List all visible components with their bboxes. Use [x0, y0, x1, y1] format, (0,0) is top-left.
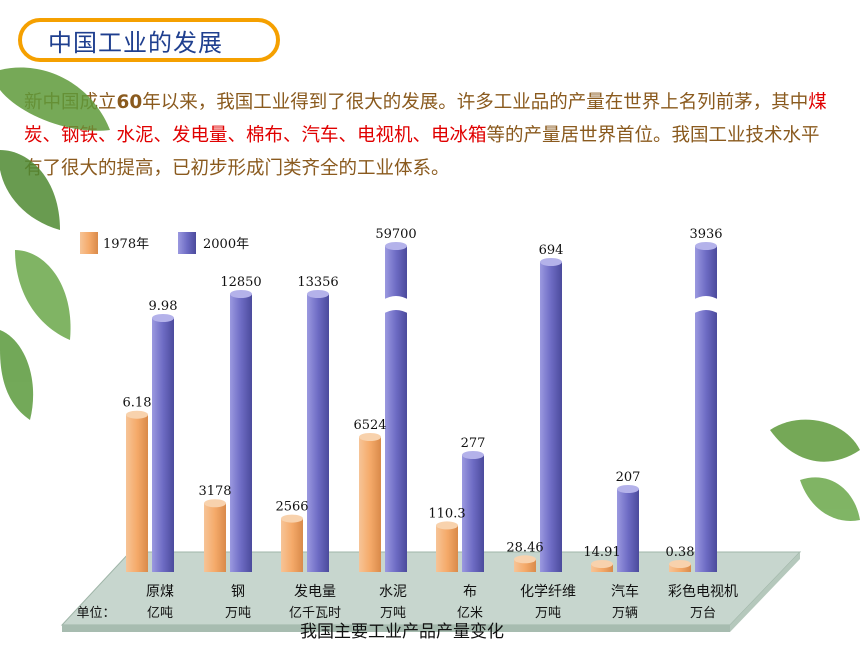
- unit-label-4: 亿米: [457, 606, 483, 621]
- data-label-1978-6: 14.91: [583, 545, 620, 560]
- unit-label-0: 亿吨: [147, 606, 173, 621]
- bar-2000-2: [307, 294, 329, 572]
- bar-2000-cap-5: [540, 258, 562, 266]
- bar-1978-cap-2: [281, 514, 303, 523]
- data-label-2000-2: 13356: [297, 275, 338, 290]
- bar-1978-cap-5: [514, 555, 536, 564]
- data-label-1978-4: 110.3: [428, 506, 465, 521]
- page-title: 中国工业的发展: [48, 28, 223, 57]
- bar-2000-cap-4: [462, 451, 484, 459]
- bar-2000-7: [695, 246, 717, 572]
- legend-label-2000: 2000年: [203, 237, 249, 252]
- bar-2000-cap-6: [617, 485, 639, 493]
- intro-text-years: 60: [116, 92, 143, 113]
- bar-2000-5: [540, 262, 562, 572]
- data-label-2000-1: 12850: [220, 275, 261, 290]
- data-label-1978-3: 6524: [353, 418, 386, 433]
- bar-1978-cap-1: [204, 499, 226, 508]
- bar-2000-3: [385, 246, 407, 572]
- unit-label-7: 万台: [690, 606, 716, 621]
- data-label-1978-5: 28.46: [506, 540, 543, 555]
- bar-1978-cap-0: [126, 410, 148, 419]
- intro-text-2: 年以来，我国工业得到了很大的发展。许多工业品的产量在世界上名列前茅，其中: [142, 92, 809, 113]
- data-label-2000-4: 277: [461, 436, 486, 451]
- title-badge: 中国工业的发展: [18, 18, 280, 62]
- legend-swatch-2000: [178, 232, 196, 254]
- data-label-2000-7: 3936: [689, 227, 722, 242]
- data-label-1978-7: 0.38: [666, 545, 695, 560]
- bar-2000-4: [462, 455, 484, 572]
- bar-2000-cap-2: [307, 290, 329, 298]
- unit-label-2: 亿千瓦时: [289, 606, 341, 621]
- bar-1978-cap-6: [591, 560, 613, 568]
- chart-title: 我国主要工业产品产量变化: [300, 622, 504, 642]
- intro-paragraph: 新中国成立60年以来，我国工业得到了很大的发展。许多工业品的产量在世界上名列前茅…: [24, 86, 834, 185]
- category-label-5: 化学纤维: [520, 584, 576, 600]
- category-label-7: 彩色电视机: [668, 583, 738, 600]
- chart-floor-edge: [62, 625, 730, 632]
- legend-swatch-1978: [80, 232, 98, 254]
- axis-break-3: [383, 296, 409, 314]
- data-label-1978-2: 2566: [275, 500, 308, 515]
- bar-1978-2: [281, 518, 303, 572]
- bar-1978-0: [126, 414, 148, 572]
- axis-break-7: [693, 296, 719, 314]
- category-label-4: 布: [463, 584, 477, 600]
- data-label-2000-0: 9.98: [149, 299, 178, 314]
- bar-2000-cap-7: [695, 242, 717, 250]
- chart-floor-side: [730, 552, 800, 632]
- bar-1978-cap-4: [436, 521, 458, 530]
- unit-label-6: 万辆: [612, 606, 638, 621]
- category-label-2: 发电量: [294, 584, 336, 600]
- bar-2000-0: [152, 318, 174, 572]
- bar-2000-6: [617, 489, 639, 572]
- category-label-3: 水泥: [379, 584, 407, 600]
- category-label-1: 钢: [231, 584, 245, 600]
- category-label-6: 汽车: [611, 583, 639, 600]
- unit-label-1: 万吨: [225, 606, 251, 621]
- bar-2000-cap-3: [385, 242, 407, 250]
- intro-highlight-products: 煤炭、钢铁、水泥、发电量、棉布、汽车、电视机、电冰箱: [24, 92, 827, 146]
- unit-caption: 单位：: [76, 606, 115, 621]
- bar-1978-1: [204, 503, 226, 572]
- bar-1978-cap-3: [359, 433, 381, 441]
- unit-label-5: 万吨: [535, 606, 561, 621]
- category-label-0: 原煤: [146, 584, 174, 600]
- data-label-2000-3: 59700: [375, 227, 416, 242]
- bar-1978-cap-7: [669, 560, 691, 568]
- intro-text-3: 等的产量居世界首位。我国工业技术水平有了很大的提高，已初步形成门类齐全的工业体系…: [24, 125, 820, 179]
- bar-2000-cap-0: [152, 314, 174, 322]
- bar-1978-3: [359, 437, 381, 572]
- data-label-2000-5: 694: [539, 243, 564, 258]
- data-label-1978-0: 6.18: [123, 396, 152, 411]
- bar-1978-4: [436, 525, 458, 572]
- unit-label-3: 万吨: [380, 606, 406, 621]
- bar-2000-cap-1: [230, 290, 252, 298]
- legend-label-1978: 1978年: [103, 237, 149, 252]
- data-label-2000-6: 207: [616, 470, 641, 485]
- leaf-decoration-left: [0, 67, 110, 420]
- leaf-decoration-right: [770, 419, 860, 521]
- data-label-1978-1: 3178: [198, 484, 231, 499]
- bar-2000-1: [230, 294, 252, 572]
